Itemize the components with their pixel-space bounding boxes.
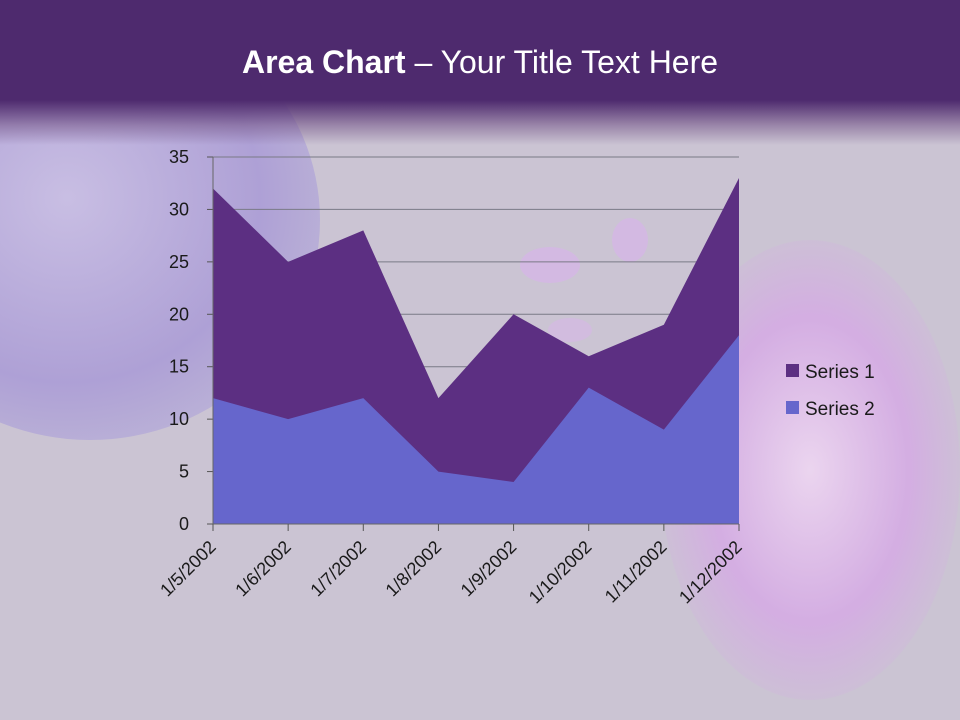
x-tick-label: 1/10/2002 <box>525 537 596 608</box>
y-tick-label: 10 <box>169 409 189 429</box>
area-series-2 <box>213 335 739 524</box>
x-tick-label: 1/12/2002 <box>675 537 746 608</box>
x-axis-labels: 1/5/2002 1/6/2002 1/7/2002 1/8/2002 1/9/2002… <box>156 537 746 608</box>
y-axis-labels: 0 5 10 15 20 25 30 35 <box>169 147 189 534</box>
x-tick-label: 1/6/2002 <box>231 537 295 601</box>
slide-title-rest: – Your Title Text Here <box>405 44 719 80</box>
axes <box>212 157 740 531</box>
slide-title-bold: Area Chart <box>241 44 406 80</box>
series-areas <box>213 177 739 524</box>
legend: Series 1 Series 2 <box>786 362 875 420</box>
y-tick-label: 0 <box>179 514 189 534</box>
x-tick-label: 1/9/2002 <box>457 537 521 601</box>
legend-label: Series 2 <box>805 399 875 420</box>
y-tick-label: 25 <box>169 252 189 272</box>
y-tick-label: 15 <box>169 357 189 377</box>
x-tick-label: 1/11/2002 <box>601 537 671 607</box>
y-tick-label: 5 <box>179 462 189 482</box>
x-tick-label: 1/8/2002 <box>382 537 446 601</box>
legend-swatch <box>786 401 799 414</box>
x-tick-label: 1/7/2002 <box>306 537 370 601</box>
x-tick-label: 1/5/2002 <box>156 537 220 601</box>
legend-label: Series 1 <box>805 362 875 383</box>
title-bar <box>0 0 960 145</box>
legend-swatch <box>786 364 799 377</box>
y-tick-label: 20 <box>169 304 189 324</box>
y-tick-label: 35 <box>169 147 189 167</box>
y-tick-label: 30 <box>169 199 189 219</box>
slide-title: Area Chart – Your Title Text Here <box>0 42 960 82</box>
